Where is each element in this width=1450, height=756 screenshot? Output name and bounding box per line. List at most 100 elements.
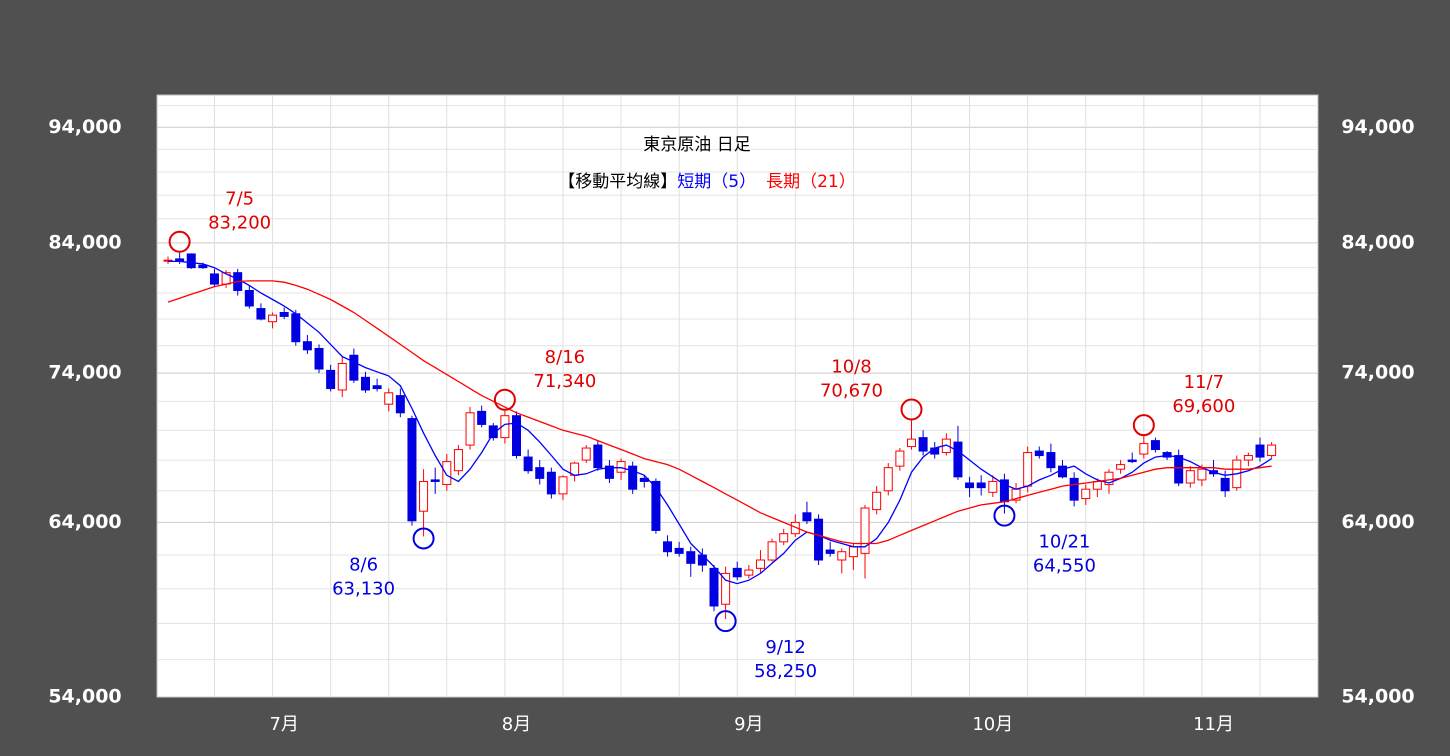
candle-body (1139, 443, 1149, 455)
candle-body (860, 507, 870, 554)
candle-body (256, 308, 266, 320)
candle-body (1185, 470, 1195, 484)
annotation-circle (493, 388, 516, 411)
candle-body (512, 415, 522, 457)
candle-body (686, 551, 696, 564)
candle-body (244, 289, 254, 307)
candle-body (337, 362, 347, 391)
legend-entry: 長期（21） (766, 172, 856, 192)
candle-body (1255, 444, 1265, 458)
candle-body (1150, 440, 1160, 451)
annotation-circle (993, 504, 1016, 527)
x-tick-label: 10月 (972, 714, 1013, 735)
candle-body (465, 412, 475, 446)
annotation-date: 8/16 (545, 347, 585, 368)
grid (157, 95, 1318, 698)
candle-body (802, 512, 812, 522)
candle-body (779, 533, 789, 543)
candle-body (895, 450, 905, 467)
annotation-date: 9/12 (765, 637, 805, 658)
candle-body (790, 521, 800, 535)
annotation-circle (168, 230, 191, 253)
y-tick-label: 54,000 (48, 686, 121, 708)
candle-body (697, 554, 707, 566)
candle-body (523, 456, 533, 472)
legend: 【移動平均線】短期（5） 長期（21） (558, 172, 855, 192)
ma-line (167, 280, 1272, 545)
annotation-circle (714, 610, 737, 633)
candle-body (593, 444, 603, 469)
candle-body (872, 491, 882, 511)
candle-body (1116, 464, 1126, 470)
candle-body (755, 559, 765, 569)
y-tick-label: 74,000 (48, 362, 121, 384)
candle-body (953, 441, 963, 478)
candle-body (209, 273, 219, 285)
x-tick-label: 7月 (269, 714, 298, 735)
annotation-value: 70,670 (820, 380, 883, 401)
annotation-circle (900, 398, 923, 421)
candle-body (883, 467, 893, 492)
candle-body (918, 437, 928, 452)
candle-body (1243, 455, 1253, 461)
annotation-value: 64,550 (1033, 556, 1096, 577)
ma-line (168, 260, 1272, 585)
annotation-circle (1132, 414, 1155, 437)
candle-body (976, 482, 986, 489)
candle-body (442, 461, 452, 486)
candle-body (674, 547, 684, 554)
candle-body (198, 264, 208, 269)
candle-body (906, 438, 916, 448)
annotations: 7/5 83,200 8/6 63,130 8/16 71,340 9/12 58,250 10… (168, 189, 1235, 682)
candle-body (430, 479, 440, 482)
candle-body (419, 480, 429, 512)
y2-tick-label: 84,000 (1341, 231, 1414, 253)
chart-title: 東京原油 日足 (643, 135, 750, 155)
candle-body (814, 518, 824, 561)
candle-body (302, 341, 312, 351)
candle-body (581, 447, 591, 461)
candle-body (1104, 471, 1114, 486)
candle-body (709, 567, 719, 607)
candle-body (1127, 459, 1137, 463)
annotation-value: 63,130 (332, 578, 395, 599)
candle-body (1046, 452, 1056, 469)
annotation-date: 11/7 (1184, 372, 1224, 393)
candle-body (395, 395, 405, 414)
candle-body (268, 314, 278, 323)
candle-body (1162, 452, 1172, 458)
candle-body (616, 461, 626, 473)
candle-body (360, 376, 370, 391)
annotation-value: 71,340 (533, 371, 596, 392)
candle-body (1267, 444, 1277, 457)
y2-tick-label: 94,000 (1341, 116, 1414, 138)
y-tick-label: 64,000 (48, 511, 121, 533)
candle-body (825, 549, 835, 554)
candle-body (349, 354, 359, 381)
candle-body (663, 541, 673, 553)
annotation-date: 10/21 (1038, 532, 1090, 553)
candle-body (767, 541, 777, 561)
annotation-date: 7/5 (225, 189, 254, 210)
annotation-value: 58,250 (754, 661, 817, 682)
candle-body (384, 392, 394, 405)
x-tick-label: 11月 (1193, 714, 1234, 735)
candle-body (1069, 477, 1079, 501)
marks (163, 252, 1277, 620)
y-tick-label: 94,000 (48, 116, 121, 138)
candle-body (1058, 465, 1068, 478)
candle-body (186, 253, 196, 269)
annotation-circle (412, 527, 435, 550)
candle-body (477, 410, 487, 425)
candle-body (453, 449, 463, 472)
candle-body (965, 482, 975, 489)
candle-body (407, 418, 417, 522)
candle-body (1220, 477, 1230, 492)
candle-body (732, 567, 742, 578)
candle-body (546, 471, 556, 495)
legend-entry: 短期（5） (677, 172, 756, 192)
candle-body (837, 551, 847, 561)
x-tick-label: 9月 (734, 714, 763, 735)
legend-prefix: 【移動平均線】 (558, 172, 677, 192)
